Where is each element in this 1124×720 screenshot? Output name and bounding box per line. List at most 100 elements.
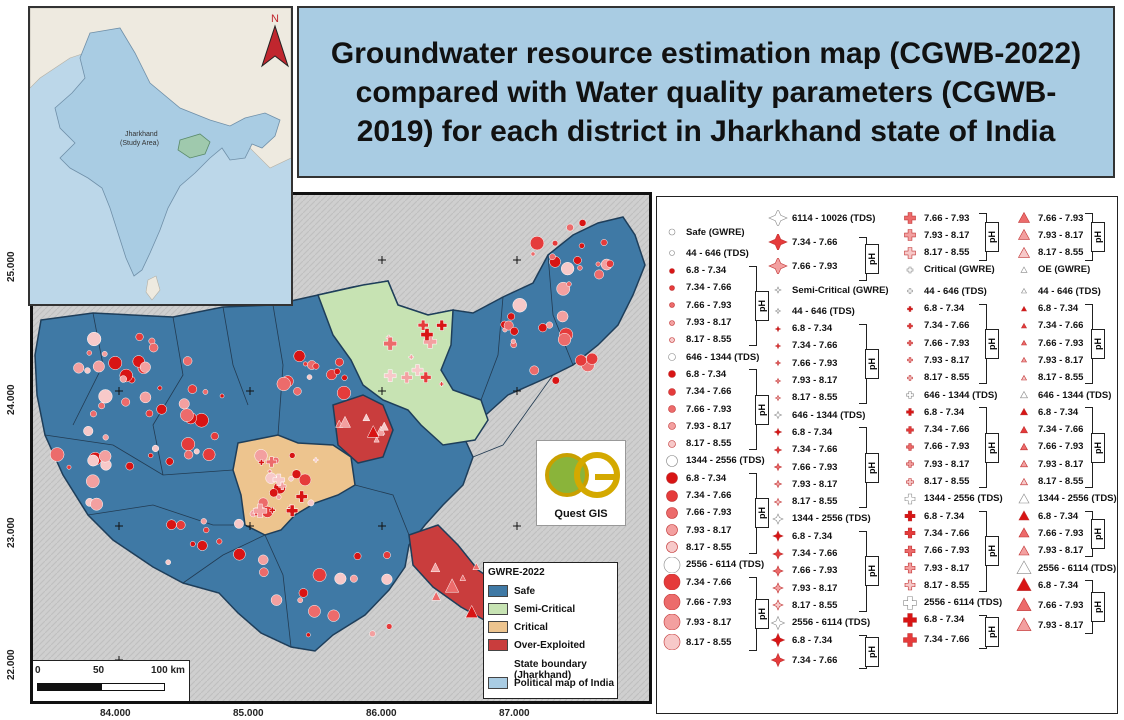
legend-label: 7.34 - 7.66 bbox=[792, 548, 838, 559]
legend-label: OE (GWRE) bbox=[1038, 264, 1091, 276]
legend-label: 8.17 - 8.55 bbox=[924, 476, 970, 487]
circle-sample-point bbox=[549, 253, 556, 261]
cross-symbol-icon bbox=[904, 229, 916, 242]
star-symbol-icon bbox=[773, 428, 783, 437]
circle-sample-point bbox=[151, 444, 160, 453]
circle-symbol-icon bbox=[669, 285, 675, 291]
cross-sample-point bbox=[269, 507, 276, 514]
legend-ph-class: 7.66 - 7.93 bbox=[661, 505, 731, 521]
legend-label: 7.34 - 7.66 bbox=[924, 634, 970, 646]
circle-sample-point bbox=[73, 362, 85, 374]
circle-sample-point bbox=[101, 351, 108, 357]
ph-label-box: pH bbox=[985, 616, 999, 647]
circle-symbol-icon bbox=[668, 353, 676, 361]
legend-label: 646 - 1344 (TDS) bbox=[924, 389, 998, 401]
circle-sample-point bbox=[566, 223, 574, 232]
triangle-sample-point bbox=[373, 436, 380, 443]
legend-top-ph-item: 8.17 - 8.55 bbox=[899, 245, 969, 261]
legend-ph-class: 7.34 - 7.66 bbox=[767, 442, 837, 458]
legend-label: 7.66 - 7.93 bbox=[1038, 527, 1084, 539]
ph-label-box: pH bbox=[755, 599, 769, 629]
scale-segment-white bbox=[101, 683, 165, 691]
logo-g-ring bbox=[574, 452, 620, 498]
circle-sample-point bbox=[333, 368, 341, 375]
triangle-sample-point bbox=[339, 415, 351, 428]
circle-sample-point bbox=[512, 298, 527, 313]
triangle-symbol-icon bbox=[1019, 477, 1029, 485]
circle-sample-point bbox=[298, 588, 309, 598]
circle-sample-point bbox=[259, 567, 269, 577]
triangle-symbol-icon bbox=[1019, 390, 1029, 399]
circle-sample-point bbox=[202, 448, 216, 461]
legend-label: 8.17 - 8.55 bbox=[792, 599, 838, 611]
legend-ph-class: 7.34 - 7.66 bbox=[1013, 318, 1083, 334]
cross-symbol-icon bbox=[907, 340, 913, 346]
circle-sample-point bbox=[306, 374, 313, 380]
legend-label: 8.17 - 8.55 bbox=[924, 579, 970, 591]
circle-sample-point bbox=[298, 473, 312, 487]
circle-sample-point bbox=[210, 432, 219, 441]
legend-label: 6.8 - 7.34 bbox=[792, 530, 833, 542]
north-label: N bbox=[271, 13, 279, 25]
legend-label: 7.66 - 7.93 bbox=[924, 545, 970, 557]
circle-sample-point bbox=[85, 474, 100, 489]
legend-ph-class: 7.93 - 8.17 bbox=[899, 456, 969, 472]
legend-top-ph-item: 7.34 - 7.66 bbox=[767, 234, 837, 250]
legend-ph-class: 7.34 - 7.66 bbox=[899, 525, 969, 541]
legend-top-ph-item: 7.93 - 8.17 bbox=[899, 227, 969, 243]
legend-label: 44 - 646 (TDS) bbox=[792, 305, 855, 317]
inset-sri-lanka bbox=[145, 275, 161, 301]
legend-label: 2556 - 6114 (TDS) bbox=[1038, 562, 1117, 574]
ph-label-box: pH bbox=[865, 556, 879, 587]
star-sample-point bbox=[439, 381, 445, 387]
legend-label: 6.8 - 7.34 bbox=[1038, 579, 1079, 591]
legend-ph-class: 6.8 - 7.34 bbox=[1013, 301, 1078, 317]
legend-tds-class: 646 - 1344 (TDS) bbox=[1013, 387, 1111, 403]
legend-label: 7.34 - 7.66 bbox=[1038, 320, 1084, 332]
triangle-symbol-icon bbox=[1020, 374, 1028, 380]
scale-segment-black bbox=[37, 683, 101, 691]
label: State boundary (Jharkhand) bbox=[514, 659, 587, 681]
legend-label: 7.93 - 8.17 bbox=[792, 478, 838, 490]
cross-sample-point bbox=[252, 503, 268, 518]
ph-label: pH bbox=[757, 608, 767, 620]
ph-label-box: pH bbox=[1091, 432, 1105, 463]
circle-symbol-icon bbox=[669, 267, 675, 274]
circle-sample-point bbox=[297, 597, 304, 604]
legend-ph-class: 7.93 - 8.17 bbox=[661, 614, 731, 630]
circle-symbol-icon bbox=[668, 370, 676, 379]
ph-label: pH bbox=[1093, 601, 1103, 614]
legend-label: 7.66 - 7.93 bbox=[924, 337, 970, 349]
circle-sample-point bbox=[381, 573, 393, 585]
circle-sample-point bbox=[125, 461, 134, 471]
label: Safe bbox=[514, 585, 536, 597]
circle-sample-point bbox=[312, 362, 320, 370]
legend-label: 6114 - 10026 (TDS) bbox=[792, 212, 876, 224]
triangle-symbol-icon bbox=[1020, 322, 1028, 329]
legend-tds-class: 2556 - 6114 (TDS) bbox=[1013, 560, 1116, 576]
circle-sample-point bbox=[119, 375, 127, 383]
circle-sample-point bbox=[302, 361, 308, 367]
star-symbol-icon bbox=[773, 497, 783, 506]
ph-label-box: pH bbox=[865, 452, 879, 483]
circle-symbol-icon bbox=[666, 524, 678, 536]
legend-label: 8.17 - 8.55 bbox=[924, 372, 970, 384]
legend-ph-class: 7.66 - 7.93 bbox=[1013, 597, 1083, 613]
legend-ph-class: 8.17 - 8.55 bbox=[899, 577, 969, 593]
legend-tds-class: 44 - 646 (TDS) bbox=[767, 303, 855, 319]
legend-ph-class: 6.8 - 7.34 bbox=[899, 612, 964, 628]
legend-tds-class: 1344 - 2556 (TDS) bbox=[767, 511, 871, 527]
gwre-legend-item-over-exploited: Over-Exploited bbox=[488, 639, 585, 651]
legend-label: 7.34 - 7.66 bbox=[686, 576, 732, 588]
circle-sample-point bbox=[353, 552, 362, 561]
star-symbol-icon bbox=[774, 359, 782, 367]
cross-symbol-icon bbox=[904, 510, 916, 522]
circle-sample-point bbox=[566, 281, 572, 287]
star-symbol-icon bbox=[773, 410, 783, 420]
circle-sample-point bbox=[87, 454, 100, 467]
swatch bbox=[488, 585, 508, 597]
ph-label: pH bbox=[757, 507, 767, 520]
legend-ph-class: 7.66 - 7.93 bbox=[1013, 525, 1083, 541]
legend-ph-class: 7.66 - 7.93 bbox=[661, 401, 731, 417]
legend-ph-class: 7.93 - 8.17 bbox=[767, 476, 837, 492]
